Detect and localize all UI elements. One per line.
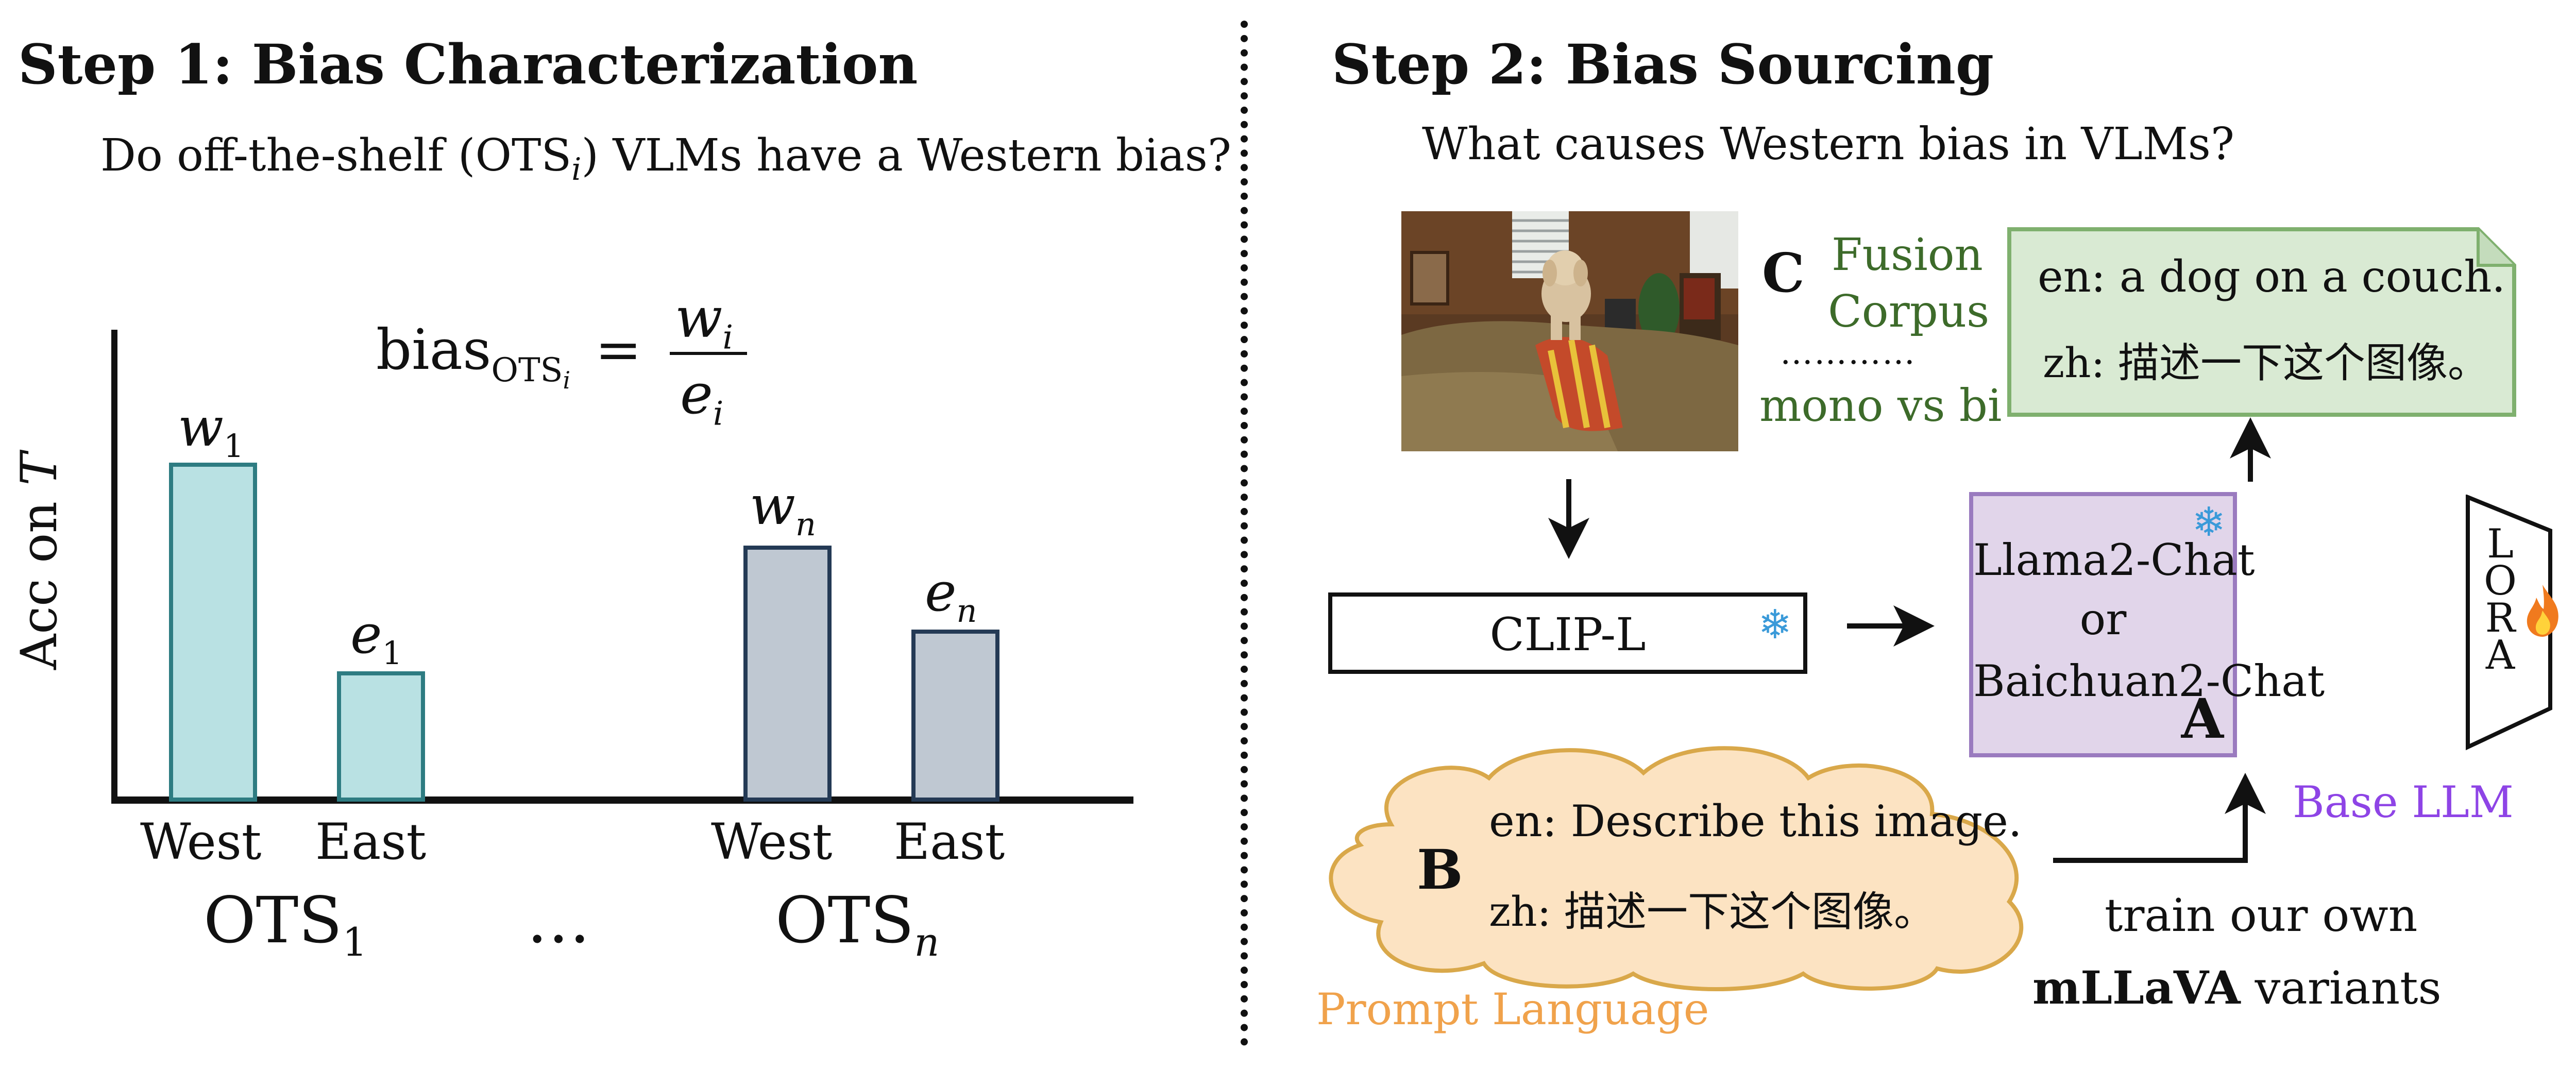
x-label-east-1: East (315, 813, 427, 871)
step1-question-text: Do off-the-shelf (OTS (100, 130, 572, 181)
llm-line3: Baichuan2-Chat (1973, 656, 2325, 706)
llm-line1: Llama2-Chat (1973, 535, 2255, 585)
output-note-en: en: a dog on a couch. (2038, 251, 2506, 302)
section-divider (1241, 21, 1248, 1046)
bar-label-w1: w1 (178, 396, 244, 465)
bar-label-e1: e1 (350, 603, 402, 672)
bar-east-otsn (911, 630, 999, 802)
fusion-line1: Fusion (1832, 229, 1983, 281)
formula-equals: = (595, 318, 642, 382)
formula-denominator: ei (680, 362, 724, 433)
bias-bar-chart (111, 330, 1133, 804)
lora-letter-a: A (2485, 632, 2515, 679)
prompt-cloud (1329, 746, 2024, 991)
fire-icon (2527, 585, 2558, 637)
llm-line2: or (2079, 594, 2127, 645)
formula-lhs-sub: OTS (491, 351, 563, 389)
x-label-east-n: East (894, 813, 1005, 871)
group-ellipsis: … (527, 884, 590, 958)
step2-heading: Step 2: Bias Sourcing (1332, 32, 1994, 96)
x-label-west-n: West (711, 813, 833, 871)
snowflake-icon: ❄ (1758, 602, 1792, 648)
prompt-letter: B (1417, 837, 1463, 902)
fusion-dots: ………… (1780, 334, 1916, 372)
step1-question-sub: i (571, 151, 582, 188)
dog-on-couch-image (1401, 211, 1738, 451)
group-label-ots1: OTS1 (204, 884, 367, 965)
output-note-box (2007, 227, 2516, 417)
bar-west-ots1 (169, 463, 257, 802)
snowflake-icon: ❄ (2192, 499, 2226, 546)
formula-lhs: biasOTSi (376, 318, 570, 394)
fusion-letter: C (1762, 241, 1805, 304)
bar-label-wn: wn (750, 474, 816, 543)
bias-formula: biasOTSi = wi ei (376, 286, 768, 435)
step1-heading: Step 1: Bias Characterization (18, 32, 918, 96)
fusion-line2: Corpus (1828, 286, 1990, 337)
prompt-zh: zh: 描述一下这个图像。 (1489, 888, 1936, 936)
bar-label-en: en (925, 561, 977, 630)
llm-letter: A (2181, 686, 2224, 751)
fusion-line3: mono vs bi (1759, 380, 2002, 432)
formula-lhs-text: bias (376, 318, 492, 382)
formula-numerator: wi (675, 286, 733, 357)
train-bold: mLLaVA (2032, 961, 2241, 1014)
clip-label: CLIP-L (1489, 608, 1646, 661)
formula-lhs-subsub: i (563, 366, 571, 394)
prompt-en: en: Describe this image. (1489, 796, 2022, 846)
lora-letter-l: L (2487, 521, 2514, 567)
lora-letter-o: O (2484, 558, 2517, 604)
group-label-otsn: OTSn (775, 884, 940, 965)
bar-east-ots1 (337, 671, 425, 802)
arrow-prompt-to-llm (2053, 773, 2266, 863)
base-llm-box: Llama2-Chat or Baichuan2-Chat A ❄ (1969, 492, 2325, 757)
lora-adapter-box (2466, 495, 2552, 751)
x-label-west-1: West (140, 813, 262, 871)
step1-question: Do off-the-shelf (OTSi) VLMs have a West… (100, 130, 1231, 188)
lora-letter-r: R (2485, 595, 2516, 641)
prompt-caption: Prompt Language (1316, 984, 1709, 1035)
bar-west-otsn (743, 546, 832, 802)
train-line1: train our own (2105, 889, 2418, 942)
base-llm-caption: Base LLM (2293, 777, 2514, 827)
lora-letters: L O R A (2482, 521, 2518, 679)
step1-question-end: ) VLMs have a Western bias? (581, 130, 1231, 181)
output-note-zh: zh: 描述一下这个图像。 (2043, 339, 2489, 387)
step2-question: What causes Western bias in VLMs? (1422, 118, 2235, 170)
formula-fraction-bar (670, 352, 747, 355)
clip-encoder-box: CLIP-L ❄ (1328, 592, 1807, 674)
train-rest: variants (2240, 961, 2442, 1014)
train-line2: mLLaVA variants (2032, 961, 2442, 1014)
